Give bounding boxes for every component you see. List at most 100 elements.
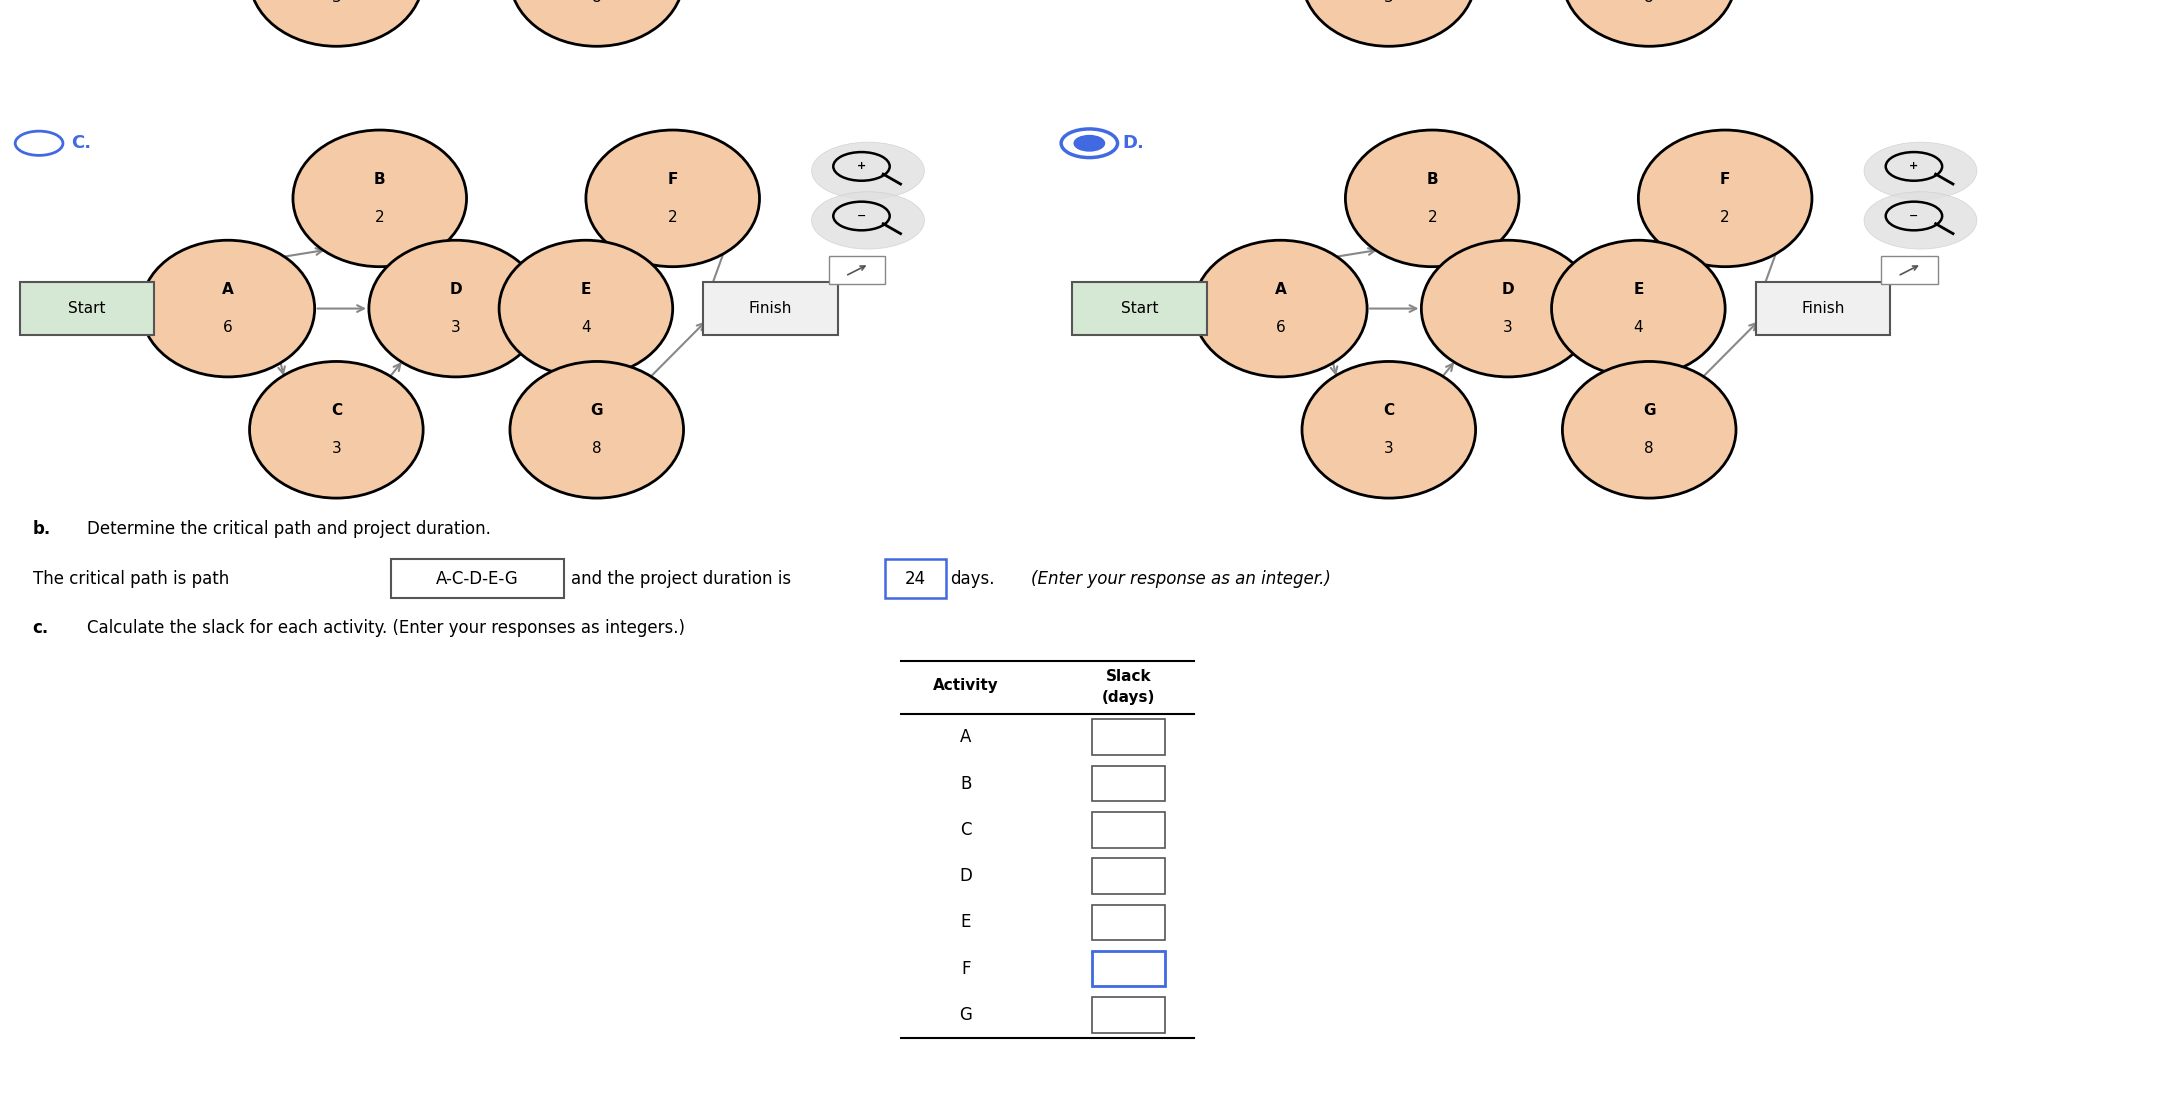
FancyBboxPatch shape	[1072, 282, 1207, 335]
Ellipse shape	[293, 130, 467, 267]
Text: −: −	[857, 210, 866, 222]
Text: Start: Start	[67, 301, 106, 316]
Text: A: A	[1274, 282, 1287, 296]
Text: (days): (days)	[1102, 690, 1154, 705]
Text: Determine the critical path and project duration.: Determine the critical path and project …	[87, 520, 490, 538]
Text: c.: c.	[33, 619, 48, 637]
Text: G: G	[1643, 403, 1656, 418]
FancyBboxPatch shape	[1092, 858, 1165, 894]
Text: Slack: Slack	[1105, 669, 1152, 684]
Ellipse shape	[1421, 240, 1595, 377]
Ellipse shape	[1562, 0, 1736, 46]
Text: 3: 3	[332, 442, 341, 456]
Text: Finish: Finish	[749, 301, 792, 316]
Ellipse shape	[1302, 361, 1476, 498]
Text: A: A	[959, 728, 972, 746]
Text: 3: 3	[332, 0, 341, 4]
Text: 8: 8	[592, 0, 601, 4]
Circle shape	[1074, 136, 1105, 151]
Text: 2: 2	[1721, 210, 1729, 225]
Text: F: F	[1721, 172, 1729, 186]
Ellipse shape	[141, 240, 315, 377]
Ellipse shape	[1194, 240, 1367, 377]
Text: C: C	[330, 403, 343, 418]
Text: B: B	[373, 172, 386, 186]
Text: 4: 4	[582, 321, 590, 335]
FancyBboxPatch shape	[1092, 766, 1165, 801]
Text: +: +	[857, 161, 866, 172]
FancyBboxPatch shape	[1092, 720, 1165, 755]
Text: G: G	[590, 403, 603, 418]
Text: 3: 3	[1384, 442, 1393, 456]
Text: A-C-D-E-G: A-C-D-E-G	[436, 570, 519, 587]
Text: 8: 8	[1645, 442, 1654, 456]
Text: 2: 2	[1428, 210, 1437, 225]
Text: Finish: Finish	[1801, 301, 1844, 316]
Text: Activity: Activity	[933, 678, 998, 693]
Text: A: A	[221, 282, 234, 296]
FancyBboxPatch shape	[829, 256, 885, 284]
Ellipse shape	[1302, 0, 1476, 46]
Text: Calculate the slack for each activity. (Enter your responses as integers.): Calculate the slack for each activity. (…	[87, 619, 686, 637]
Text: F: F	[668, 172, 677, 186]
Circle shape	[1864, 142, 1977, 199]
FancyBboxPatch shape	[1092, 951, 1165, 986]
Text: 3: 3	[1504, 321, 1512, 335]
FancyBboxPatch shape	[1756, 282, 1890, 335]
Ellipse shape	[1638, 130, 1812, 267]
Ellipse shape	[250, 361, 423, 498]
Text: The critical path is path: The critical path is path	[33, 570, 228, 587]
Text: B: B	[1426, 172, 1439, 186]
Text: C.: C.	[72, 134, 91, 152]
Text: C: C	[959, 821, 972, 839]
Ellipse shape	[510, 361, 684, 498]
Text: D: D	[1502, 282, 1515, 296]
Text: B: B	[959, 775, 972, 792]
Text: −: −	[1910, 210, 1918, 222]
FancyBboxPatch shape	[1092, 997, 1165, 1033]
Ellipse shape	[586, 130, 760, 267]
FancyBboxPatch shape	[1092, 812, 1165, 847]
Text: E: E	[961, 914, 970, 931]
Text: C: C	[1382, 403, 1395, 418]
Text: 3: 3	[451, 321, 460, 335]
Text: D.: D.	[1122, 134, 1144, 152]
Text: 2: 2	[668, 210, 677, 225]
Text: 24: 24	[905, 570, 927, 587]
Text: b.: b.	[33, 520, 50, 538]
Ellipse shape	[499, 240, 673, 377]
FancyBboxPatch shape	[391, 559, 564, 598]
FancyBboxPatch shape	[20, 282, 154, 335]
Text: 8: 8	[1645, 0, 1654, 4]
Ellipse shape	[1552, 240, 1725, 377]
Text: 8: 8	[592, 442, 601, 456]
Ellipse shape	[510, 0, 684, 46]
Text: F: F	[961, 960, 970, 977]
Text: 4: 4	[1634, 321, 1643, 335]
Circle shape	[812, 192, 924, 249]
Text: Start: Start	[1120, 301, 1159, 316]
Text: 3: 3	[1384, 0, 1393, 4]
Circle shape	[1864, 192, 1977, 249]
Ellipse shape	[1345, 130, 1519, 267]
Text: +: +	[1910, 161, 1918, 172]
Ellipse shape	[250, 0, 423, 46]
Ellipse shape	[1562, 361, 1736, 498]
Text: 2: 2	[375, 210, 384, 225]
Text: G: G	[959, 1006, 972, 1024]
Text: 6: 6	[1276, 321, 1285, 335]
Text: E: E	[1634, 282, 1643, 296]
Text: D: D	[959, 867, 972, 885]
Ellipse shape	[369, 240, 542, 377]
Text: and the project duration is: and the project duration is	[571, 570, 790, 587]
Text: (Enter your response as an integer.): (Enter your response as an integer.)	[1031, 570, 1330, 587]
Text: E: E	[582, 282, 590, 296]
FancyBboxPatch shape	[1092, 905, 1165, 940]
FancyBboxPatch shape	[885, 559, 946, 598]
Text: D: D	[449, 282, 462, 296]
FancyBboxPatch shape	[703, 282, 838, 335]
Circle shape	[812, 142, 924, 199]
Text: 6: 6	[224, 321, 232, 335]
Text: days.: days.	[950, 570, 996, 587]
FancyBboxPatch shape	[1881, 256, 1938, 284]
